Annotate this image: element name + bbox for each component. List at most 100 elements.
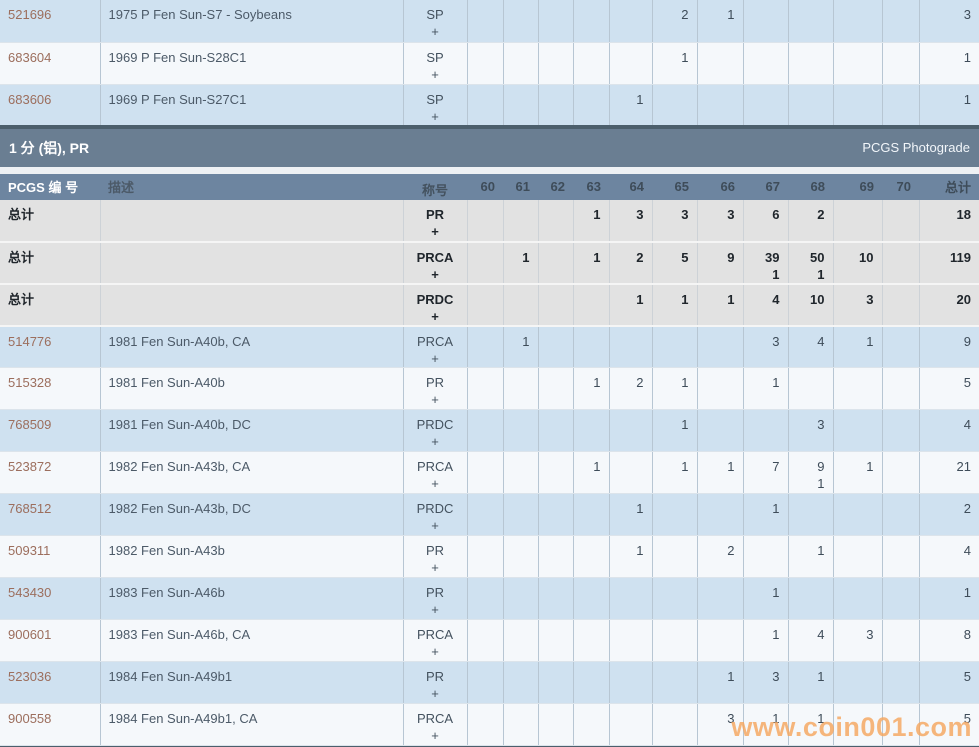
pcgs-id-link[interactable]: 523872 — [8, 459, 52, 474]
table-row: 515328 1981 Fen Sun-A40b PR +1 2 1 1 5 — [0, 367, 979, 410]
grade-70-count — [883, 374, 911, 391]
grade-65-cell: 1 — [652, 409, 698, 452]
designation-cell: PRDC + — [403, 283, 468, 327]
grade-60-cell — [467, 535, 504, 578]
grade-63-plus-count — [574, 266, 601, 282]
grade-66-cell: 2 — [697, 535, 744, 578]
grade-68-plus-count — [789, 23, 825, 40]
plus-indicator: + — [431, 434, 439, 449]
grade-69-plus-count — [834, 559, 874, 576]
grade-67-cell: 3 — [743, 325, 789, 368]
grade-65-plus-count — [653, 108, 689, 125]
grade-70-count — [883, 249, 911, 266]
grade-60-cell — [467, 283, 504, 327]
grade-64-count — [610, 626, 644, 643]
grade-66-count: 1 — [727, 669, 735, 684]
grade-61-plus-count — [504, 223, 530, 240]
grade-66-cell: 1 — [697, 661, 744, 704]
grade-66-plus-count — [698, 517, 735, 534]
pcgs-id-link[interactable]: 523036 — [8, 669, 52, 684]
grade-60-cell — [467, 409, 504, 452]
grade-65-count: 3 — [681, 206, 689, 222]
grade-69-count: 1 — [866, 333, 874, 349]
grade-60-count — [468, 458, 495, 475]
pcgs-photograde-link[interactable]: PCGS Photograde — [862, 140, 970, 155]
grade-68-count: 1 — [817, 711, 825, 726]
grade-63-count: 1 — [593, 249, 601, 265]
grade-64-count: 1 — [636, 501, 644, 516]
pcgs-id-link[interactable]: 900601 — [8, 627, 52, 642]
grade-60-plus-count — [468, 23, 495, 40]
grade-60-cell — [467, 367, 504, 410]
grade-69-count — [834, 91, 874, 108]
grade-63-count — [574, 416, 601, 433]
grade-69-count — [834, 584, 874, 601]
description-text: 1981 Fen Sun-A40b, CA — [108, 333, 251, 349]
grade-66-plus-count — [698, 66, 735, 83]
grade-62-plus-count — [539, 391, 565, 408]
pcgs-id-link[interactable]: 509311 — [8, 543, 51, 558]
grade-68-count: 4 — [817, 627, 825, 642]
pcgs-id-link[interactable]: 521696 — [8, 7, 52, 22]
plus-indicator: + — [431, 602, 439, 617]
total-count: 2 — [963, 501, 971, 516]
pcgs-id-link[interactable]: 683606 — [8, 91, 52, 107]
column-header-grade-62: 62 — [538, 173, 573, 200]
grade-68-plus-count — [789, 601, 825, 618]
grade-66-cell: 3 — [697, 703, 744, 746]
grade-70-cell — [882, 0, 920, 43]
grade-68-count — [789, 584, 825, 601]
pcgs-id-link[interactable]: 768509 — [8, 417, 52, 432]
grade-62-cell — [538, 283, 574, 327]
designation-cell: PRCA + — [403, 703, 468, 746]
grade-64-plus-count — [610, 308, 644, 324]
grade-70-count — [883, 6, 911, 23]
designation-label: PRCA — [416, 333, 454, 349]
description-cell: 1981 Fen Sun-A40b, DC — [100, 409, 404, 452]
pcgs-id-link[interactable]: 515328 — [8, 375, 52, 390]
grade-60-plus-count — [468, 433, 495, 450]
previous-section-table: 521696 1975 P Fen Sun-S7 - Soybeans SP +2 1 3… — [0, 0, 979, 125]
plus-indicator: + — [431, 308, 439, 324]
totals-label: 总计 — [8, 206, 35, 222]
designation-label: PRCA — [416, 459, 454, 474]
grade-61-plus-count — [504, 433, 530, 450]
grade-63-count — [574, 542, 601, 559]
grade-63-cell — [573, 703, 610, 746]
grade-69-count: 3 — [866, 627, 874, 642]
pcgs-id-link[interactable]: 543430 — [8, 585, 52, 600]
grade-64-cell: 2 — [609, 367, 653, 410]
pcgs-id-link[interactable]: 768512 — [8, 501, 52, 516]
pcgs-id-link[interactable]: 514776 — [8, 333, 52, 349]
grade-65-cell — [652, 493, 698, 536]
grade-65-cell — [652, 325, 698, 368]
grade-68-count — [789, 374, 825, 391]
grade-64-cell — [609, 661, 653, 704]
totals-label: 总计 — [8, 291, 35, 307]
designation-label: PRCA — [416, 627, 454, 642]
grade-64-plus-count — [610, 433, 644, 450]
grade-60-plus-count — [468, 601, 495, 618]
designation-cell: PR + — [403, 535, 468, 578]
grade-65-count: 1 — [681, 49, 689, 65]
grade-62-count — [539, 49, 565, 66]
grade-67-cell — [743, 409, 789, 452]
pcgs-id-link[interactable]: 900558 — [8, 711, 52, 726]
pcgs-id-link[interactable]: 683604 — [8, 49, 52, 65]
grade-62-plus-count — [539, 266, 565, 282]
grade-67-count: 1 — [772, 585, 780, 600]
designation-label: PR — [425, 669, 445, 684]
grade-64-count — [610, 668, 644, 685]
grade-60-cell — [467, 451, 504, 494]
grade-63-cell — [573, 283, 610, 327]
grade-69-cell: 1 — [833, 451, 883, 494]
column-header-grade-60: 60 — [467, 173, 503, 200]
plus-indicator: + — [431, 644, 439, 659]
grade-60-plus-count — [468, 559, 495, 576]
grade-66-count — [698, 333, 735, 350]
grade-62-plus-count — [539, 727, 565, 744]
grade-65-cell: 2 — [652, 0, 698, 43]
grade-65-count: 2 — [681, 7, 689, 22]
grade-66-count — [698, 91, 735, 108]
description-text: 1969 P Fen Sun-S27C1 — [108, 91, 247, 107]
